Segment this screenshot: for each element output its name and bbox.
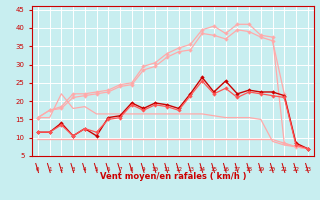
X-axis label: Vent moyen/en rafales ( km/h ): Vent moyen/en rafales ( km/h ) [100,172,246,181]
